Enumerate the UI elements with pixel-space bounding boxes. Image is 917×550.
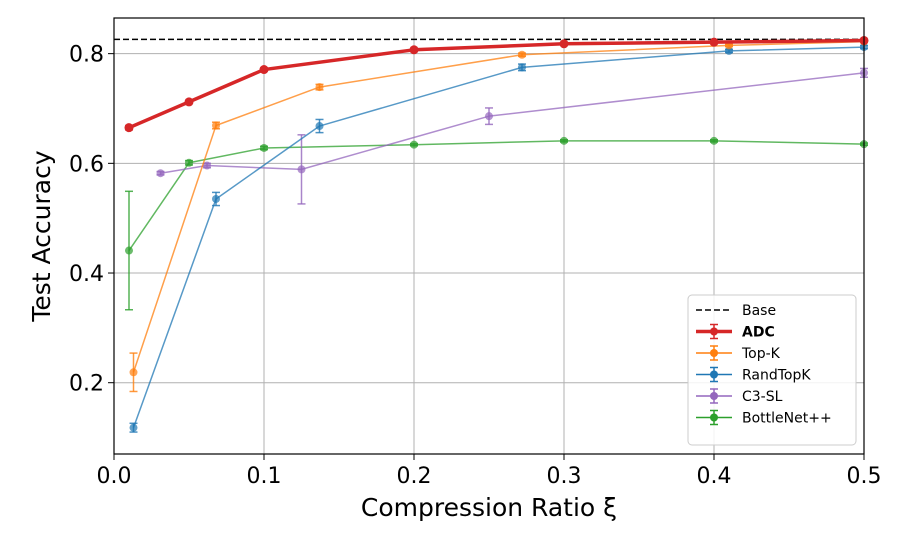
x-tick-label: 0.1 [247,464,282,489]
legend-label: Top-K [741,346,781,362]
data-point [129,423,138,432]
series-group [124,35,869,433]
x-axis-label: Compression Ratio ξ [361,493,617,522]
legend-item: Base [696,303,776,319]
data-point [297,165,306,174]
series-randtopk [129,43,868,433]
legend-item: RandTopK [696,366,811,384]
plot-frame [113,17,865,455]
legend-marker [710,370,718,379]
data-point [518,63,526,72]
data-point [260,143,268,152]
data-point [185,158,193,167]
y-tick-label: 0.8 [69,43,104,68]
legend-item: C3-SL [696,388,783,405]
legend-item: ADC [696,323,775,341]
data-point [485,112,493,121]
data-point [212,194,220,203]
data-point [409,45,419,55]
data-point [560,136,568,145]
data-point [203,161,211,170]
data-point [259,65,269,75]
series-bottlenet- [125,136,868,311]
legend-label: Base [742,303,776,319]
data-point [710,136,718,145]
data-point [156,169,165,178]
data-point [315,83,324,92]
x-tick-label: 0.0 [97,464,132,489]
legend-label: BottleNet++ [742,411,832,427]
y-tick-label: 0.6 [69,152,104,177]
legend-label: ADC [742,325,775,341]
data-point [212,121,220,130]
series-line [132,46,865,428]
data-point [725,46,733,55]
legend-marker [710,413,718,422]
x-tick-label: 0.5 [847,464,882,489]
y-axis-label: Test Accuracy [27,150,56,323]
legend-item: Top-K [696,345,781,362]
legend-marker [710,327,718,336]
x-tick-label: 0.3 [547,464,582,489]
y-tick-label: 0.2 [69,372,104,397]
data-point [315,122,324,131]
data-point [124,123,134,133]
legend-item: BottleNet++ [696,409,832,427]
y-tick-label: 0.4 [69,262,104,287]
data-point [125,246,133,255]
legend: Base ADC Top-K RandTopK C3-SL BottleNet++ [687,294,857,446]
data-point [518,50,526,59]
legend-marker [710,392,718,400]
data-point [709,37,719,47]
axis-ticks: 0.0 0.1 0.2 0.3 0.4 0.5 0.2 0.4 0.6 0.8 [69,43,882,489]
data-point [410,140,418,149]
x-tick-label: 0.4 [697,464,732,489]
series-line [132,40,865,373]
x-tick-label: 0.2 [397,464,432,489]
legend-label: RandTopK [742,368,811,384]
data-point [184,97,194,107]
data-point [559,39,569,49]
legend-marker [710,349,718,357]
series-adc [124,35,869,133]
legend-label: C3-SL [742,389,783,405]
data-point [129,368,138,377]
